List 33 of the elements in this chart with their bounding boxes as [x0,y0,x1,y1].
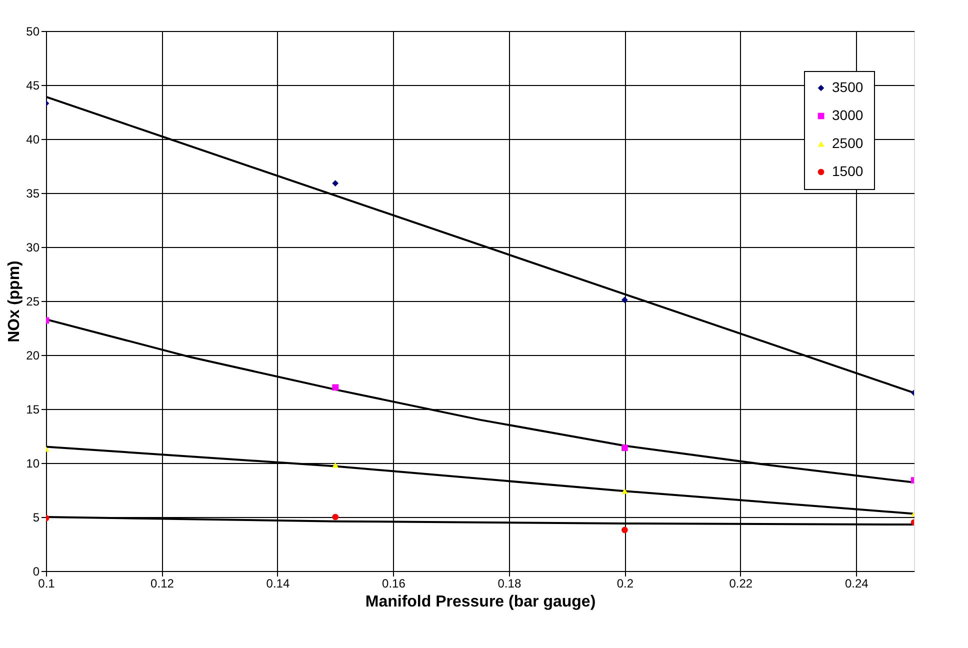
point [622,444,628,452]
x-tick-label: 0.22 [729,576,753,590]
y-tick-label: 20 [26,348,40,362]
y-tick-label: 5 [32,510,40,524]
y-tick-label: 40 [26,132,40,146]
y-tick-label: 45 [26,78,40,92]
x-tick-label: 0.16 [382,576,406,590]
y-tick-label: 25 [26,294,40,308]
legend-label: 2500 [832,135,864,151]
x-tick-label: 0.18 [498,576,522,590]
x-axis-title: Manifold Pressure (bar gauge) [365,594,596,610]
x-tick-label: 0.14 [266,576,290,590]
y-tick-label: 15 [26,402,40,416]
y-axis-title: NOx (ppm) [6,260,24,342]
y-tick-label: 35 [26,186,40,200]
x-tick-label: 0.2 [616,576,634,590]
x-tick-label: 0.1 [38,576,56,590]
y-tick-label: 10 [26,456,40,470]
y-tick-label: 50 [26,24,40,38]
x-tick-label: 0.12 [150,576,174,590]
point [332,462,338,468]
y-tick-label: 0 [32,564,40,578]
point [622,488,628,494]
legend-label: 1500 [832,163,864,179]
legend-label: 3500 [832,79,864,95]
point [622,526,628,534]
x-tick-label: 0.24 [844,576,869,590]
point [332,384,338,391]
point [622,296,628,304]
point [332,180,338,186]
y-tick-label: 30 [26,240,40,254]
point [332,514,338,520]
legend-label: 3000 [832,107,864,123]
